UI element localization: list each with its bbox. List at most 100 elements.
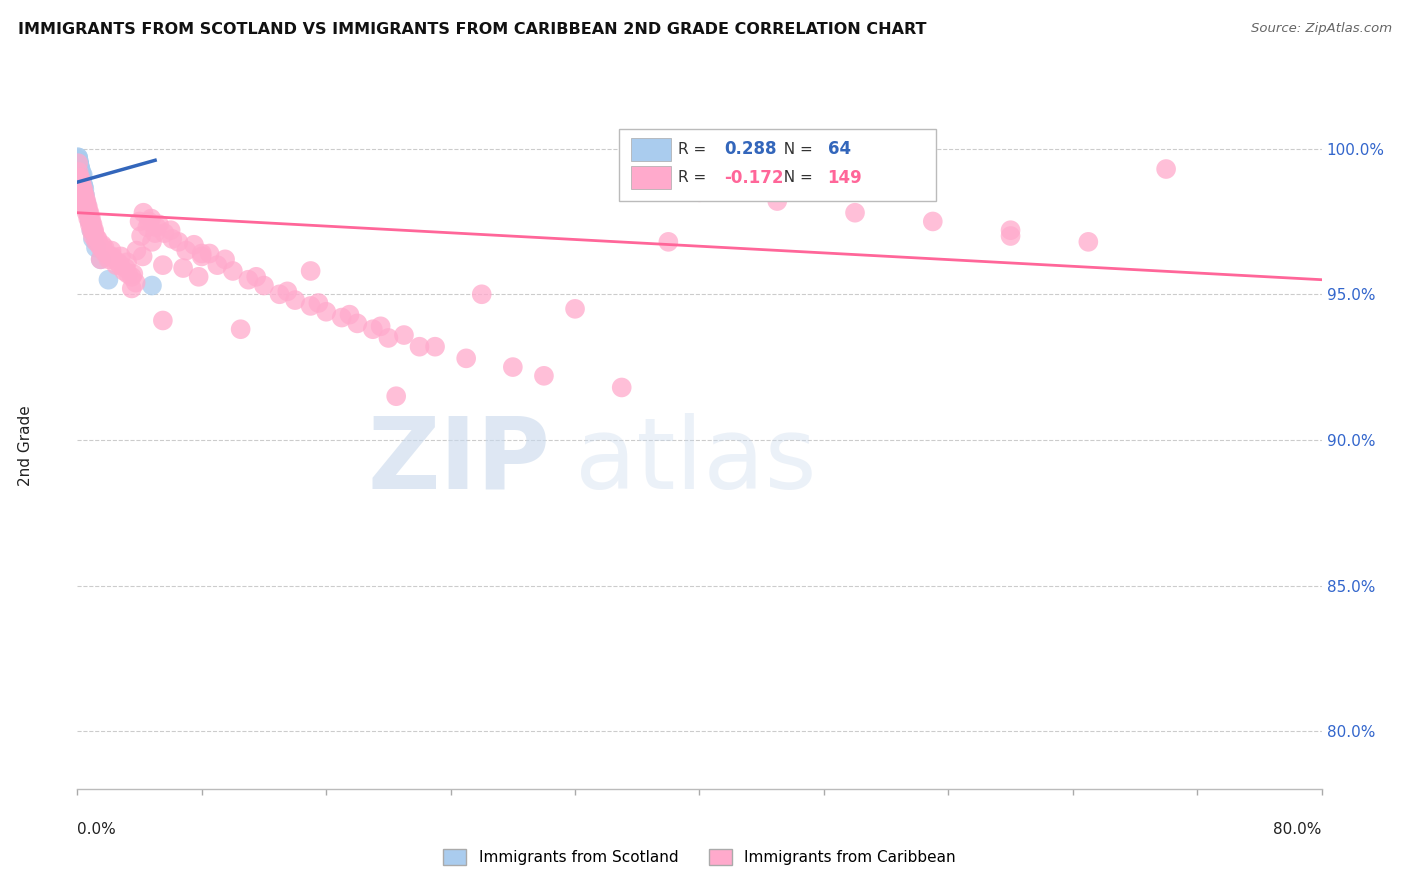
FancyBboxPatch shape <box>619 129 936 201</box>
Point <box>187 269 209 284</box>
Point <box>69 161 91 176</box>
Point <box>75 194 97 208</box>
Point <box>67 159 90 173</box>
Point <box>80 223 103 237</box>
Point <box>97 252 120 267</box>
Text: R =: R = <box>678 170 711 186</box>
Legend: Immigrants from Scotland, Immigrants from Caribbean: Immigrants from Scotland, Immigrants fro… <box>437 843 962 871</box>
Point <box>67 153 90 168</box>
Point <box>117 267 139 281</box>
Point <box>72 182 94 196</box>
Point <box>152 258 174 272</box>
Point <box>245 269 267 284</box>
Point <box>67 150 90 164</box>
Point <box>145 220 167 235</box>
Point <box>72 177 94 191</box>
Point <box>86 232 108 246</box>
Point <box>82 229 104 244</box>
Point <box>77 205 100 219</box>
Point <box>70 188 93 202</box>
Point <box>370 319 392 334</box>
Point <box>172 261 194 276</box>
Point <box>921 214 943 228</box>
Point <box>80 218 103 232</box>
Point <box>79 205 101 219</box>
Point <box>377 331 399 345</box>
Point <box>121 269 143 284</box>
Point <box>84 235 107 249</box>
Point <box>75 188 97 202</box>
Point <box>77 209 100 223</box>
Point <box>70 174 93 188</box>
Point <box>385 389 408 403</box>
Point <box>124 276 146 290</box>
Point <box>69 168 91 182</box>
Point <box>69 165 91 179</box>
Point <box>115 255 138 269</box>
Point <box>67 156 90 170</box>
Point <box>69 170 91 185</box>
Point <box>76 202 98 217</box>
Point <box>1077 235 1099 249</box>
Text: Source: ZipAtlas.com: Source: ZipAtlas.com <box>1251 22 1392 36</box>
Point <box>423 340 446 354</box>
Point <box>73 182 96 196</box>
Point <box>72 179 94 194</box>
Point <box>67 174 90 188</box>
Point <box>108 258 131 272</box>
Point <box>69 177 91 191</box>
Point <box>67 156 90 170</box>
Point <box>69 161 91 176</box>
Text: N =: N = <box>775 170 818 186</box>
Point <box>299 264 322 278</box>
Point <box>67 170 90 185</box>
Text: 2nd Grade: 2nd Grade <box>18 406 32 486</box>
Point <box>69 165 91 179</box>
Point <box>69 165 91 179</box>
Point <box>73 191 96 205</box>
Point <box>67 177 90 191</box>
Point <box>346 317 368 331</box>
Point <box>69 161 91 176</box>
Point <box>153 226 176 240</box>
Point <box>76 200 98 214</box>
Point <box>70 177 93 191</box>
Point <box>76 205 98 219</box>
Point <box>307 296 329 310</box>
Point <box>67 159 90 173</box>
Point <box>82 220 104 235</box>
Point <box>90 241 112 255</box>
Point <box>339 308 361 322</box>
Point <box>1000 223 1022 237</box>
Point <box>67 161 90 176</box>
Point <box>174 244 197 258</box>
Point <box>330 310 353 325</box>
Point <box>79 214 101 228</box>
Point <box>82 218 104 232</box>
Text: R =: R = <box>678 142 711 157</box>
Point <box>456 351 478 366</box>
Text: N =: N = <box>775 142 818 157</box>
Point <box>67 159 90 173</box>
Point <box>67 150 90 164</box>
Point <box>72 179 94 194</box>
Point <box>110 249 132 263</box>
Point <box>502 360 524 375</box>
Point <box>67 165 90 179</box>
Point <box>67 153 90 168</box>
Point <box>93 241 115 255</box>
Point <box>84 241 107 255</box>
Point <box>69 174 91 188</box>
Point <box>564 301 586 316</box>
Point <box>132 205 155 219</box>
Point <box>67 153 90 168</box>
Point <box>82 232 104 246</box>
Point <box>1154 161 1177 176</box>
Point <box>229 322 252 336</box>
Point <box>129 229 152 244</box>
Point <box>70 177 93 191</box>
Point <box>72 182 94 196</box>
Point <box>69 177 91 191</box>
Text: ZIP: ZIP <box>367 413 550 509</box>
Point <box>70 179 93 194</box>
